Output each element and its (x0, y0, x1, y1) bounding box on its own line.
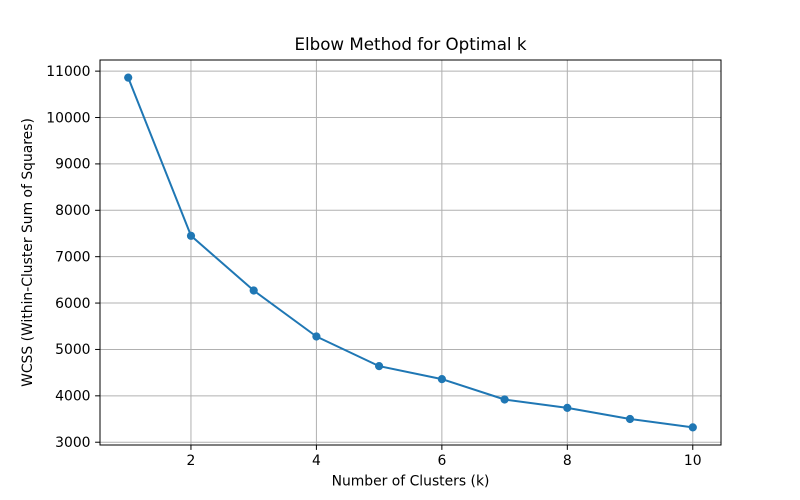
x-tick-label: 8 (563, 453, 572, 469)
data-point-k3 (249, 286, 258, 295)
tick-layer: 2 4 6 8 10 3000 4000 5000 6000 7000 8000 9000 10000 1… (46, 64, 701, 469)
data-point-k2 (186, 231, 196, 240)
plot-border (99, 59, 722, 446)
y-tick-label: 3000 (55, 435, 90, 451)
data-point-k10 (688, 423, 697, 432)
y-tick-label: 4000 (55, 389, 90, 405)
y-tick-label: 11000 (46, 64, 90, 80)
data-point-k7 (500, 395, 509, 404)
x-tick-label: 10 (684, 453, 702, 469)
grid-layer (100, 60, 721, 445)
y-tick-label: 8000 (55, 203, 90, 219)
data-point-k9 (625, 414, 635, 424)
y-tick-label: 6000 (55, 296, 90, 312)
y-tick-label: 10000 (46, 110, 90, 126)
y-tick-label: 5000 (55, 342, 90, 358)
x-tick-label: 4 (312, 453, 321, 469)
series-line (127, 76, 694, 429)
data-point-k6 (437, 375, 446, 384)
x-axis-label: Number of Clusters (k) (332, 474, 490, 490)
x-tick-label: 2 (187, 453, 196, 469)
y-tick-label: 9000 (55, 157, 90, 173)
chart-title: Elbow Method for Optimal k (294, 34, 526, 54)
data-point-k4 (312, 332, 321, 341)
y-tick-label: 7000 (55, 249, 90, 265)
data-point-k1 (124, 73, 133, 82)
series-layer (124, 73, 697, 432)
y-axis-label: WCSS (Within-Cluster Sum of Squares) (20, 118, 36, 387)
data-point-k8 (563, 403, 572, 412)
data-point-k5 (375, 362, 384, 371)
x-tick-label: 6 (437, 453, 446, 469)
